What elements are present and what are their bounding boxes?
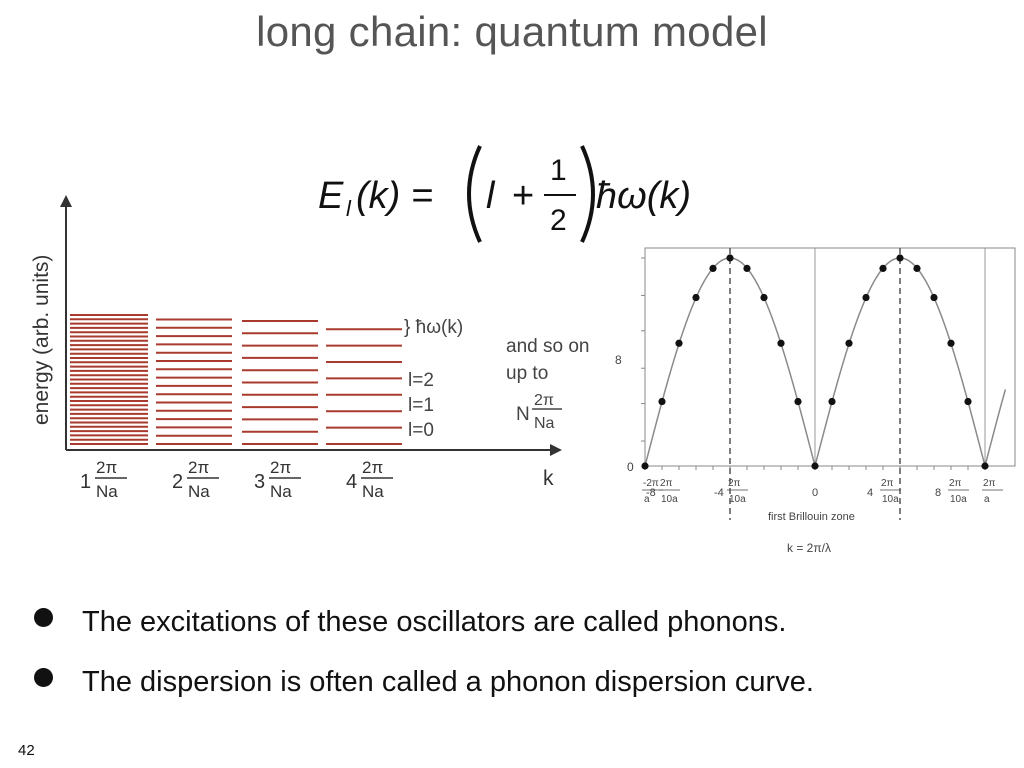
x-tick-label-den: a — [984, 494, 990, 505]
svg-text:Na: Na — [96, 482, 118, 501]
data-point — [794, 397, 802, 406]
eq-lhs-sub: l — [346, 196, 352, 221]
data-point — [981, 462, 989, 470]
column-label-1: 1 2π Na — [80, 458, 127, 501]
slide-number: 42 — [18, 742, 35, 759]
svg-text:2π: 2π — [270, 458, 291, 477]
x-tick-label-den: 10a — [661, 494, 678, 505]
x-tick-label-num: 2π — [949, 478, 962, 489]
levels-group — [70, 314, 402, 445]
eq-lhs-arg: (k) = — [356, 175, 433, 217]
data-point — [760, 293, 768, 302]
data-point — [828, 397, 836, 406]
x-tick-label-num: 2π — [983, 478, 996, 489]
svg-text:Na: Na — [362, 482, 384, 501]
data-point — [930, 293, 938, 302]
level-l1-label: l=1 — [408, 395, 434, 416]
data-point — [641, 462, 649, 470]
eq-rhs: ħω(k) — [596, 175, 691, 217]
energy-axis-label: energy (arb. units) — [30, 255, 53, 425]
data-point — [862, 293, 870, 302]
chart-xlabel: k = 2π/λ — [787, 541, 831, 555]
plot-frame — [644, 247, 1016, 467]
k-axis-arrow — [550, 444, 562, 456]
svg-text:4: 4 — [346, 471, 357, 493]
x-tick-label-num: 2π — [881, 478, 894, 489]
data-point — [811, 462, 819, 470]
column-label-4: 4 2π Na — [346, 458, 393, 501]
svg-text:1: 1 — [80, 471, 91, 493]
x-tick-label-num: 2π — [660, 478, 673, 489]
hbar-omega-label: } ħω(k) — [404, 317, 463, 338]
svg-text:Na: Na — [270, 482, 292, 501]
svg-text:2π: 2π — [96, 458, 117, 477]
eq-lhs: E — [318, 175, 344, 217]
x-tick-label-prefix: 4 — [867, 487, 873, 499]
x-tick-label-prefix: -4 — [714, 487, 724, 499]
and-so-on-label: and so on — [506, 336, 589, 357]
x-tick-label-den: 10a — [729, 494, 746, 505]
zone-lines — [729, 248, 986, 520]
column-label-3: 3 2π Na — [254, 458, 301, 501]
dispersion-curve — [644, 257, 1007, 469]
data-point — [947, 339, 955, 347]
x-tick-label-num: -2π — [643, 478, 659, 489]
bullet-text-1: The excitations of these oscillators are… — [82, 606, 787, 638]
n-frac-num: 2π — [534, 392, 554, 409]
level-l0-label: l=0 — [408, 420, 434, 441]
data-point — [964, 397, 972, 406]
data-point — [845, 339, 853, 347]
y-ticks — [641, 257, 986, 470]
x-tick-label-den: 10a — [882, 494, 899, 505]
column-label-2: 2 2π Na — [172, 458, 219, 501]
data-point — [658, 397, 666, 406]
energy-axis-arrow — [60, 195, 72, 207]
bullet-dot-icon — [34, 608, 53, 627]
y-tick-zero: 0 — [627, 460, 634, 474]
x-tick-label-den: 10a — [950, 494, 967, 505]
data-point — [896, 254, 904, 262]
data-point — [692, 293, 700, 302]
svg-text:2π: 2π — [188, 458, 209, 477]
data-point — [726, 254, 734, 262]
data-point — [879, 264, 887, 272]
eq-l: l — [486, 175, 496, 217]
up-to-label: up to — [506, 363, 548, 384]
x-tick-label-prefix: 8 — [935, 487, 941, 499]
n-frac-den: Na — [534, 415, 555, 432]
data-point — [743, 264, 751, 272]
slide-title: long chain: quantum model — [256, 8, 768, 55]
svg-text:Na: Na — [188, 482, 210, 501]
eq-plus: + — [512, 175, 534, 217]
data-point — [913, 264, 921, 272]
eq-right-paren — [580, 145, 595, 243]
eq-frac-den: 2 — [550, 204, 567, 237]
data-point — [675, 339, 683, 347]
energy-levels-figure: energy (arb. units) k 1 2π Na 2 2π Na 3 … — [30, 195, 589, 501]
k-axis-label: k — [543, 467, 554, 490]
data-point — [709, 264, 717, 272]
svg-text:2: 2 — [172, 471, 183, 493]
n-prefix-label: N — [516, 404, 530, 425]
level-l2-label: l=2 — [408, 370, 434, 391]
x-tick-label-den: a — [644, 494, 650, 505]
bullet-text-2: The dispersion is often called a phonon … — [82, 666, 814, 698]
svg-text:3: 3 — [254, 471, 265, 493]
eq-frac-num: 1 — [550, 154, 567, 187]
bullet-dot-icon — [34, 668, 53, 687]
x-tick-label-prefix: -8 — [646, 487, 656, 499]
x-tick-label-num: 2π — [728, 478, 741, 489]
x-tick-label-prefix: 0 — [812, 487, 818, 499]
y-tick-upper: 8 — [615, 353, 622, 367]
eq-left-paren — [467, 145, 482, 243]
zone-label: first Brillouin zone — [768, 511, 855, 523]
data-point — [777, 339, 785, 347]
data-points — [641, 254, 989, 470]
energy-equation: E l (k) = l + 1 2 ħω(k) — [318, 145, 691, 243]
svg-text:2π: 2π — [362, 458, 383, 477]
